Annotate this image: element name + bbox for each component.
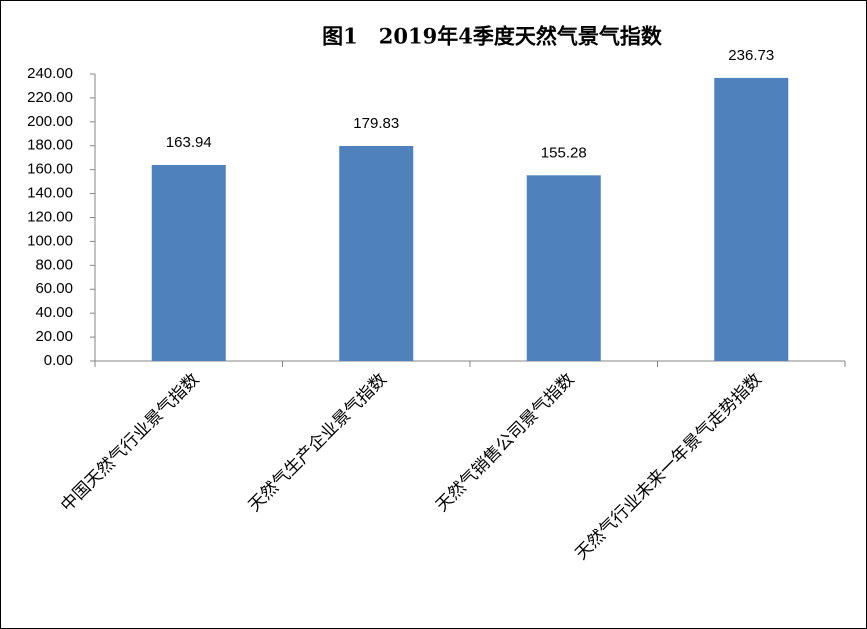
bar bbox=[339, 145, 414, 361]
y-tick-label: 180.00 bbox=[27, 137, 73, 154]
y-tick-label: 220.00 bbox=[27, 89, 73, 106]
bar bbox=[526, 175, 601, 361]
y-tick-label: 100.00 bbox=[27, 232, 73, 249]
value-label: 179.83 bbox=[353, 115, 399, 132]
y-tick-label: 120.00 bbox=[27, 208, 73, 225]
y-tick-label: 160.00 bbox=[27, 161, 73, 178]
value-label: 236.73 bbox=[728, 47, 774, 64]
bar bbox=[151, 164, 226, 361]
bar bbox=[714, 77, 789, 362]
y-tick-label: 20.00 bbox=[35, 328, 73, 345]
y-tick-label: 60.00 bbox=[35, 280, 73, 297]
chart-title: 图1 2019年4季度天然气景气指数 bbox=[322, 24, 663, 49]
y-tick-label: 200.00 bbox=[27, 113, 73, 130]
value-label: 163.94 bbox=[166, 134, 212, 151]
value-label: 155.28 bbox=[541, 144, 587, 161]
y-tick-label: 240.00 bbox=[27, 65, 73, 82]
y-tick-label: 80.00 bbox=[35, 256, 73, 273]
y-tick-label: 40.00 bbox=[35, 304, 73, 321]
y-tick-label: 0.00 bbox=[44, 352, 73, 369]
y-tick-label: 140.00 bbox=[27, 185, 73, 202]
